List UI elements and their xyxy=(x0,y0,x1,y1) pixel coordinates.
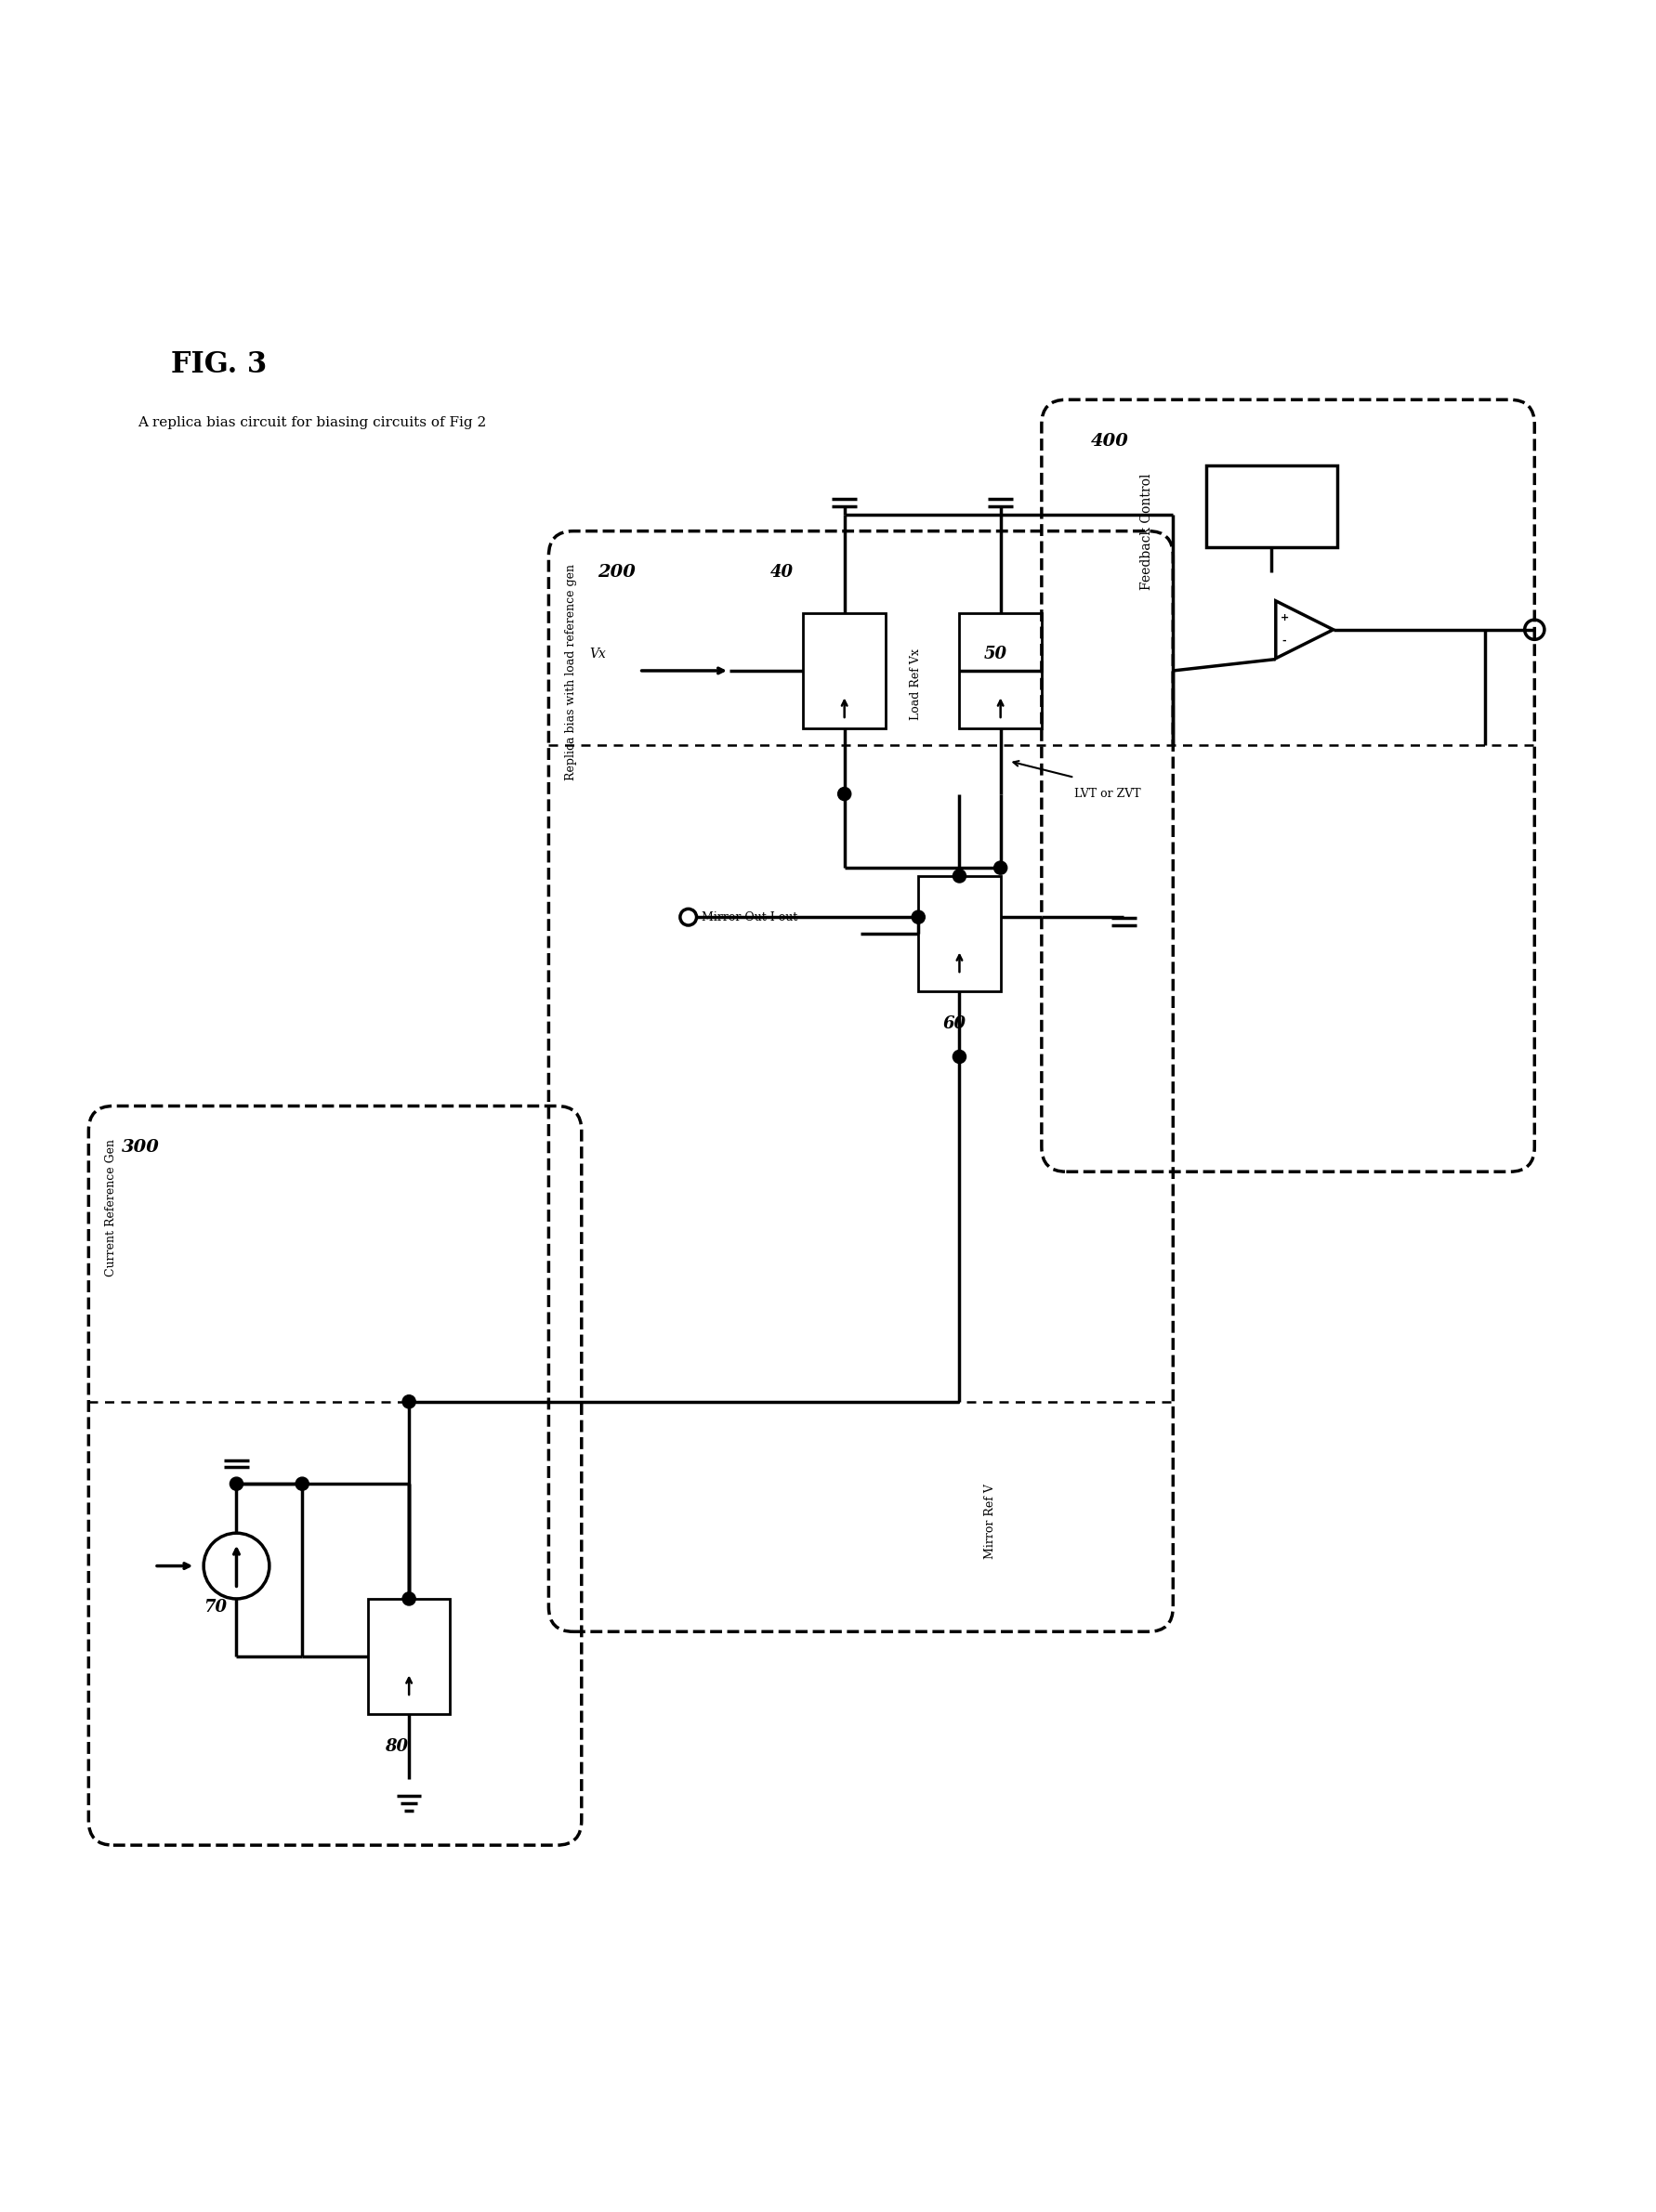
Bar xyxy=(959,613,1042,728)
Text: 200: 200 xyxy=(598,564,636,582)
Text: Load Ref Vx: Load Ref Vx xyxy=(911,648,922,719)
Bar xyxy=(1206,465,1338,549)
Text: FIG. 3: FIG. 3 xyxy=(171,349,267,378)
Text: 400: 400 xyxy=(1091,434,1129,449)
Text: LVT or ZVT: LVT or ZVT xyxy=(1075,787,1141,801)
Text: Mirror Ref V: Mirror Ref V xyxy=(984,1484,997,1559)
Circle shape xyxy=(994,860,1007,874)
Text: 70: 70 xyxy=(204,1599,227,1615)
Circle shape xyxy=(402,1593,416,1606)
Text: 300: 300 xyxy=(121,1139,159,1155)
Text: Mirror Out I out: Mirror Out I out xyxy=(702,911,798,922)
Circle shape xyxy=(402,1396,416,1409)
Text: Vx: Vx xyxy=(590,648,606,661)
Text: Replica bias with load reference gen: Replica bias with load reference gen xyxy=(565,564,578,781)
Text: A replica bias circuit for biasing circuits of Fig 2: A replica bias circuit for biasing circu… xyxy=(137,416,487,429)
Circle shape xyxy=(952,869,965,883)
Bar xyxy=(919,876,1000,991)
Circle shape xyxy=(838,787,851,801)
Text: Feedback Control: Feedback Control xyxy=(1141,473,1153,591)
Text: Current Reference Gen: Current Reference Gen xyxy=(104,1139,118,1276)
Circle shape xyxy=(952,1051,965,1064)
Circle shape xyxy=(230,1478,243,1491)
Text: -: - xyxy=(1282,637,1287,646)
Text: 80: 80 xyxy=(384,1739,407,1754)
Circle shape xyxy=(912,911,926,925)
Text: 60: 60 xyxy=(942,1015,965,1033)
Text: 50: 50 xyxy=(984,646,1007,664)
Bar xyxy=(368,1599,450,1714)
Text: +: + xyxy=(1280,613,1288,624)
Bar xyxy=(803,613,886,728)
Circle shape xyxy=(296,1478,308,1491)
Text: 40: 40 xyxy=(770,564,793,580)
